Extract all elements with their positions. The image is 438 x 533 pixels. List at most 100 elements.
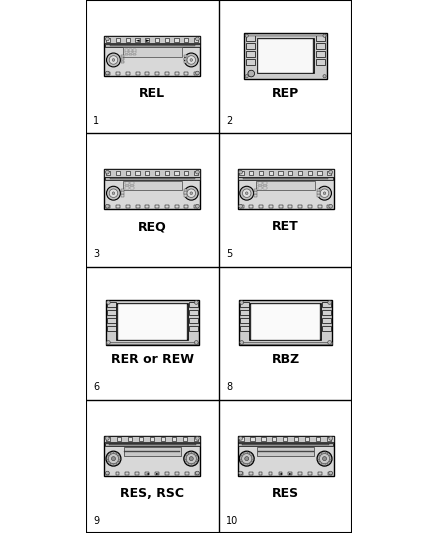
Bar bbox=[257, 447, 314, 456]
Circle shape bbox=[329, 171, 332, 174]
Bar bbox=[105, 44, 200, 47]
Bar bbox=[116, 205, 120, 208]
Bar bbox=[238, 169, 334, 209]
Circle shape bbox=[106, 37, 109, 41]
Bar bbox=[135, 472, 139, 475]
Bar bbox=[121, 189, 124, 191]
Circle shape bbox=[187, 189, 195, 197]
Text: 3: 3 bbox=[93, 249, 99, 259]
Circle shape bbox=[243, 189, 251, 197]
Bar bbox=[175, 72, 179, 75]
Circle shape bbox=[245, 457, 249, 461]
Bar bbox=[106, 172, 110, 175]
Bar bbox=[240, 318, 249, 323]
Circle shape bbox=[245, 192, 248, 195]
Bar bbox=[110, 45, 195, 46]
Bar bbox=[174, 172, 179, 175]
Bar bbox=[106, 342, 198, 344]
Text: REQ: REQ bbox=[138, 220, 167, 233]
Bar bbox=[238, 177, 333, 180]
Bar bbox=[184, 58, 187, 60]
Bar bbox=[288, 205, 293, 208]
Bar bbox=[259, 472, 262, 475]
Bar bbox=[125, 51, 128, 53]
Circle shape bbox=[112, 59, 115, 61]
Bar bbox=[126, 38, 130, 42]
Bar bbox=[129, 49, 132, 51]
Circle shape bbox=[195, 471, 199, 475]
Bar bbox=[268, 172, 273, 175]
Text: RES: RES bbox=[272, 487, 299, 499]
Bar bbox=[238, 169, 334, 176]
Bar bbox=[263, 182, 267, 184]
Bar bbox=[165, 205, 169, 208]
Text: ►: ► bbox=[156, 471, 159, 475]
Bar bbox=[316, 35, 325, 41]
Circle shape bbox=[323, 34, 326, 37]
Bar bbox=[288, 172, 293, 175]
Bar bbox=[145, 72, 149, 75]
Bar bbox=[116, 72, 120, 75]
Circle shape bbox=[245, 34, 248, 37]
Bar bbox=[125, 182, 129, 184]
Bar bbox=[249, 205, 253, 208]
Bar bbox=[298, 472, 302, 475]
Bar bbox=[107, 302, 116, 307]
Bar bbox=[194, 38, 198, 42]
Text: 8: 8 bbox=[226, 382, 233, 392]
Bar bbox=[246, 35, 255, 41]
Bar bbox=[107, 318, 116, 323]
Bar bbox=[133, 51, 136, 53]
Bar bbox=[104, 436, 200, 442]
Text: REL: REL bbox=[139, 87, 166, 100]
Bar bbox=[145, 205, 149, 208]
Bar bbox=[121, 55, 124, 58]
Bar bbox=[189, 326, 198, 331]
Bar bbox=[104, 36, 200, 76]
Bar bbox=[184, 172, 188, 175]
Bar bbox=[126, 205, 130, 208]
Circle shape bbox=[245, 75, 248, 78]
Bar bbox=[117, 437, 121, 441]
Bar bbox=[254, 195, 257, 197]
Bar bbox=[305, 437, 310, 441]
Circle shape bbox=[318, 187, 332, 200]
Bar bbox=[189, 302, 198, 307]
Bar bbox=[125, 472, 129, 475]
Bar bbox=[129, 54, 132, 55]
Text: RES, RSC: RES, RSC bbox=[120, 487, 184, 499]
Bar bbox=[317, 191, 320, 193]
Bar bbox=[109, 444, 196, 445]
Bar bbox=[244, 33, 327, 78]
Bar bbox=[161, 437, 165, 441]
Bar bbox=[258, 39, 313, 72]
Bar bbox=[259, 172, 263, 175]
Text: REP: REP bbox=[272, 87, 299, 100]
Bar bbox=[246, 51, 255, 56]
Bar bbox=[123, 47, 182, 56]
Bar bbox=[129, 51, 132, 53]
Text: 10: 10 bbox=[226, 515, 239, 526]
Bar bbox=[128, 437, 132, 441]
Bar bbox=[145, 172, 149, 175]
Bar bbox=[155, 205, 159, 208]
Bar bbox=[239, 300, 332, 345]
Bar bbox=[106, 300, 199, 345]
Circle shape bbox=[195, 71, 199, 75]
Bar bbox=[254, 191, 257, 193]
Circle shape bbox=[195, 171, 199, 174]
Bar bbox=[261, 437, 265, 441]
Bar bbox=[254, 189, 257, 191]
Bar bbox=[165, 72, 169, 75]
Circle shape bbox=[242, 454, 252, 464]
Circle shape bbox=[195, 37, 199, 41]
Bar bbox=[184, 189, 187, 191]
Bar bbox=[272, 437, 276, 441]
Bar bbox=[184, 205, 188, 208]
Bar bbox=[251, 304, 320, 340]
Bar bbox=[194, 205, 198, 208]
Bar bbox=[106, 72, 110, 75]
Bar bbox=[317, 189, 320, 191]
Bar bbox=[258, 184, 262, 186]
Bar bbox=[194, 172, 198, 175]
